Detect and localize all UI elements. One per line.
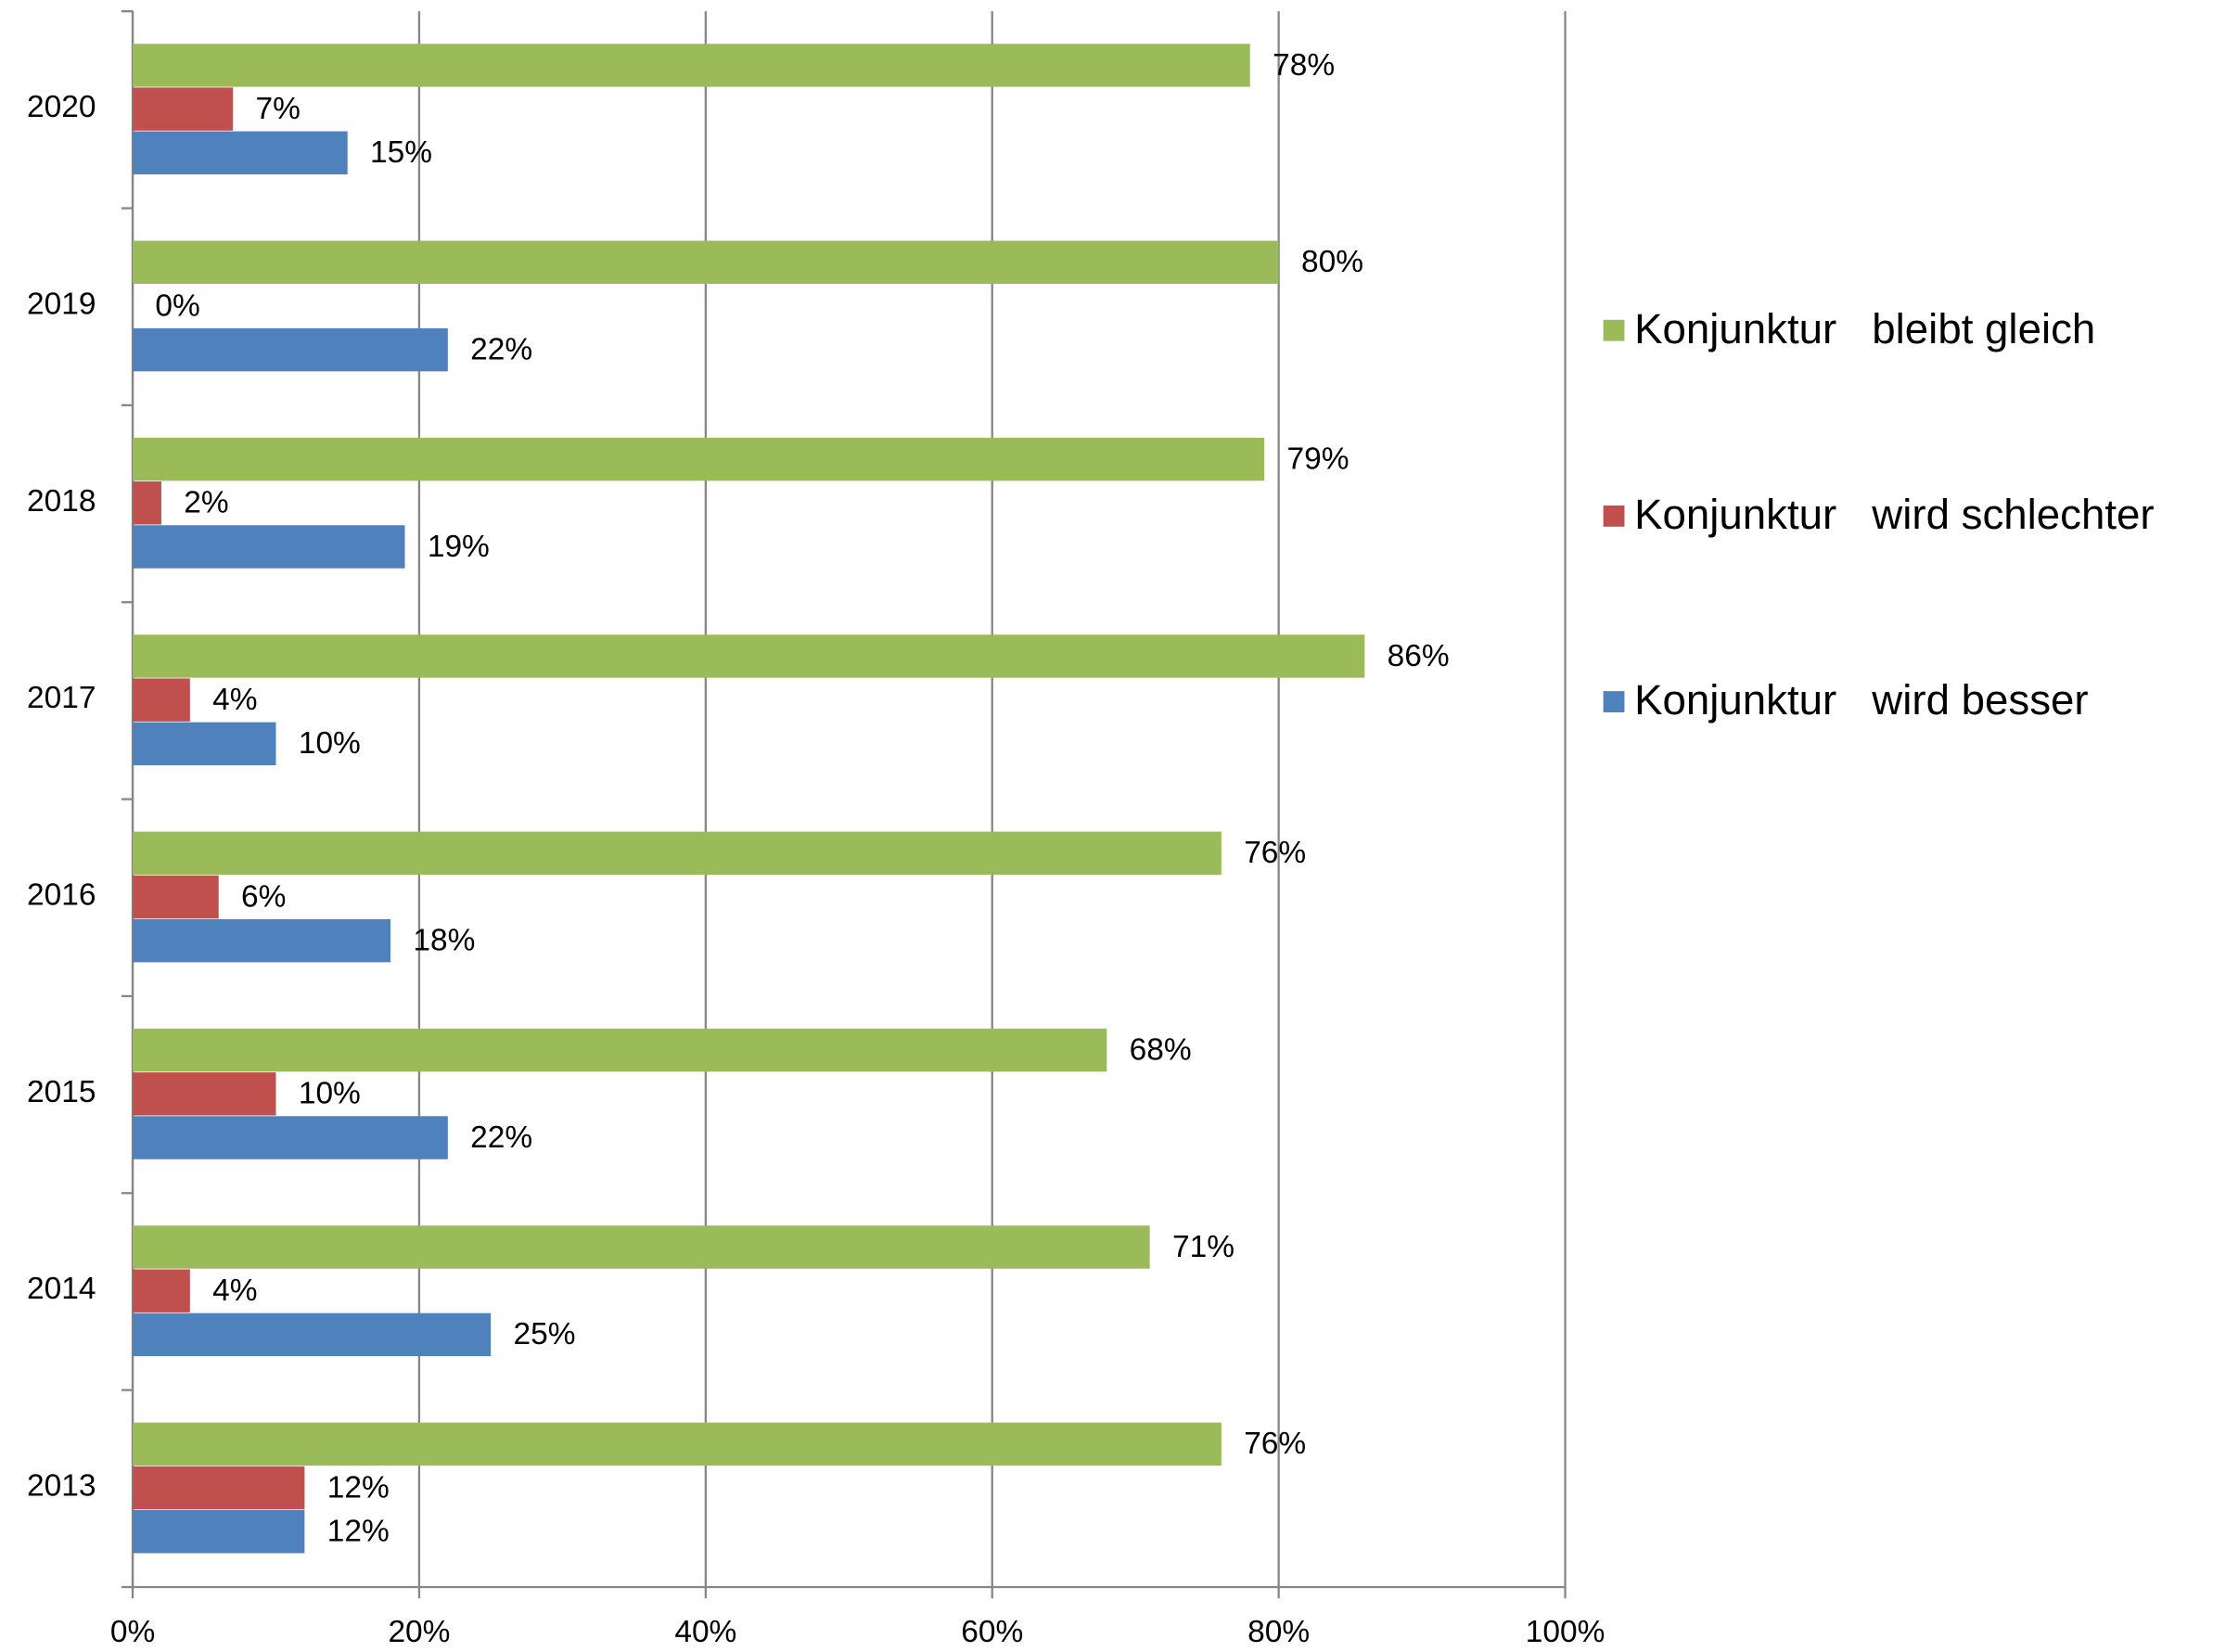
- data-label: 78%: [1273, 48, 1335, 83]
- y-tick-label: 2018: [27, 484, 96, 519]
- legend-swatch: [1603, 319, 1625, 341]
- x-tick-label: 0%: [110, 1615, 155, 1649]
- bar: [133, 131, 348, 174]
- data-label: 19%: [428, 530, 490, 564]
- bar: [133, 525, 405, 569]
- y-tick-label: 2017: [27, 681, 96, 715]
- bar: [133, 722, 276, 766]
- bar: [133, 918, 391, 963]
- y-tick-label: 2016: [27, 877, 96, 912]
- bar: [133, 1116, 448, 1159]
- bar: [133, 634, 1365, 678]
- data-label: 10%: [299, 1077, 361, 1111]
- data-label: 68%: [1130, 1033, 1192, 1068]
- data-label: 6%: [241, 879, 286, 914]
- bar: [133, 1072, 276, 1116]
- data-label: 7%: [256, 92, 301, 126]
- bar: [133, 678, 190, 722]
- legend-swatch: [1603, 505, 1625, 527]
- bar: [133, 327, 448, 372]
- data-label: 12%: [327, 1515, 390, 1549]
- bar: [133, 481, 161, 525]
- data-label: 80%: [1301, 245, 1363, 279]
- bar: [133, 1028, 1107, 1072]
- x-tick-label: 40%: [674, 1615, 736, 1649]
- data-label: 12%: [327, 1470, 390, 1505]
- data-label: 4%: [212, 1274, 257, 1308]
- data-label: 76%: [1244, 1427, 1306, 1461]
- data-label: 22%: [470, 332, 532, 366]
- legend-swatch: [1603, 691, 1625, 712]
- data-label: 79%: [1287, 442, 1350, 476]
- legend-label: Konjunktur bleibt gleich: [1634, 305, 2095, 352]
- x-tick-label: 100%: [1526, 1615, 1605, 1649]
- bar: [133, 1313, 492, 1357]
- bar: [133, 1466, 305, 1510]
- legend-label: Konjunktur wird schlechter: [1634, 491, 2155, 538]
- data-label: 22%: [470, 1121, 532, 1155]
- x-tick-label: 20%: [388, 1615, 450, 1649]
- data-label: 86%: [1388, 639, 1450, 673]
- data-label: 2%: [184, 486, 228, 520]
- x-tick-label: 80%: [1247, 1615, 1310, 1649]
- data-label: 4%: [212, 683, 257, 717]
- bar: [133, 44, 1250, 87]
- bar: [133, 437, 1265, 481]
- y-tick-label: 2013: [27, 1469, 96, 1504]
- bar: [133, 1269, 190, 1313]
- bar: [133, 831, 1222, 876]
- y-tick-label: 2015: [27, 1075, 96, 1109]
- x-tick-label: 60%: [961, 1615, 1023, 1649]
- bar: [133, 1225, 1150, 1269]
- legend-label: Konjunktur wird besser: [1634, 676, 2089, 724]
- bar: [133, 875, 219, 919]
- y-tick-label: 2014: [27, 1272, 96, 1306]
- y-tick-label: 2019: [27, 287, 96, 321]
- data-label: 18%: [413, 924, 475, 958]
- data-label: 15%: [370, 135, 432, 170]
- data-label: 76%: [1244, 836, 1306, 870]
- bar: [133, 240, 1279, 284]
- data-label: 71%: [1172, 1230, 1234, 1264]
- data-label: 25%: [514, 1317, 576, 1351]
- bar: [133, 1510, 305, 1554]
- bar: [133, 1422, 1222, 1466]
- bar: [133, 87, 234, 131]
- y-tick-label: 2020: [27, 90, 96, 124]
- data-label: 0%: [155, 288, 199, 323]
- data-label: 10%: [299, 726, 361, 761]
